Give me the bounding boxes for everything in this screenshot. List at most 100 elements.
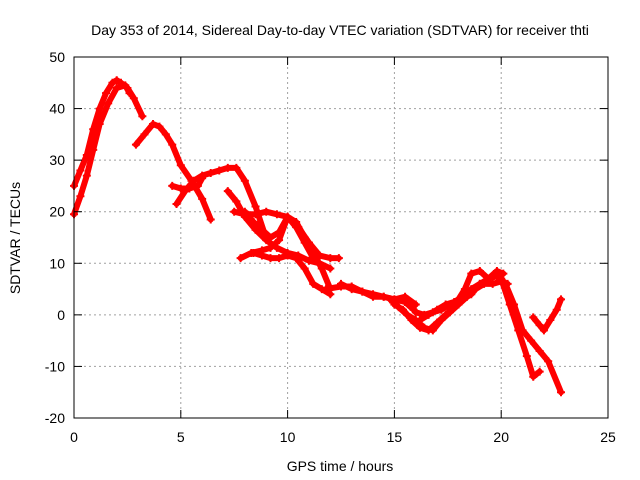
data-point [82, 171, 91, 180]
data-point [257, 225, 266, 234]
data-point [249, 218, 258, 227]
x-tick-label: 10 [280, 429, 296, 445]
data-point [304, 256, 313, 265]
data-point [272, 210, 281, 219]
series-track [132, 121, 214, 223]
data-point [283, 212, 292, 221]
series-track [250, 249, 334, 298]
data-point [300, 238, 309, 247]
data-point [424, 326, 433, 335]
data-point [104, 99, 113, 108]
data-point [149, 120, 158, 129]
data-point [198, 171, 207, 180]
data-point [535, 346, 544, 355]
data-point [411, 300, 420, 309]
data-point [232, 163, 241, 172]
data-point [475, 279, 484, 288]
data-point [433, 305, 442, 314]
data-point [181, 187, 190, 196]
data-point [347, 285, 356, 294]
x-tick-label: 20 [493, 429, 509, 445]
series-arc-5 [172, 163, 269, 237]
data-point [206, 169, 215, 178]
data-point [467, 269, 476, 278]
data-point [529, 372, 538, 381]
data-point [161, 130, 170, 139]
data-point [467, 285, 476, 294]
data-point [251, 210, 260, 219]
data-point [358, 287, 367, 296]
data-point [266, 233, 275, 242]
data-point [317, 264, 326, 273]
data-point [140, 130, 149, 139]
y-tick-label: 50 [49, 49, 65, 65]
data-point [441, 310, 450, 319]
y-tick-label: 30 [49, 152, 65, 168]
chart-title: Day 353 of 2014, Sidereal Day-to-day VTE… [91, 22, 589, 38]
data-point [240, 207, 249, 216]
data-point [76, 192, 85, 201]
data-point [492, 269, 501, 278]
data-point [129, 94, 138, 103]
plot-frame [73, 56, 609, 419]
data-point [223, 163, 232, 172]
data-point [266, 243, 275, 252]
data-point [95, 120, 104, 129]
data-point [337, 279, 345, 288]
y-tick-label: 0 [57, 307, 65, 323]
data-point [535, 321, 544, 330]
data-point [249, 248, 258, 257]
data-point [251, 202, 260, 211]
data-point [557, 295, 566, 304]
data-point [76, 166, 85, 175]
data-point [527, 336, 536, 345]
x-tick-label: 25 [600, 429, 616, 445]
data-point [198, 194, 207, 203]
data-point [557, 388, 566, 397]
data-point [240, 176, 249, 185]
data-point [433, 318, 442, 327]
data-point [529, 313, 538, 322]
y-axis-label: SDTVAR / TECUs [7, 182, 23, 294]
data-point [172, 199, 181, 208]
data-point [322, 285, 331, 294]
series-arc-9 [240, 207, 318, 263]
series-arc-3 [131, 120, 215, 224]
data-point [309, 254, 318, 263]
y-tick-label: 40 [49, 101, 65, 117]
data-point [401, 292, 410, 301]
data-point [522, 352, 531, 361]
data-point [326, 264, 335, 273]
data-point [411, 308, 420, 317]
data-point [535, 367, 544, 376]
data-point [168, 140, 177, 149]
data-point [544, 357, 553, 366]
data-point [102, 89, 111, 98]
data-point [484, 274, 493, 283]
data-point [309, 279, 318, 288]
series-arc-18 [497, 274, 544, 381]
series-arc-2 [70, 81, 134, 219]
y-tick-label: 20 [49, 204, 65, 220]
data-point [488, 279, 497, 288]
x-tick-label: 15 [387, 429, 403, 445]
data-point [386, 295, 395, 304]
data-point [168, 181, 177, 190]
data-point [89, 145, 98, 154]
data-point [416, 323, 425, 332]
series-layer [70, 76, 566, 397]
data-point [131, 140, 140, 149]
data-point [275, 228, 284, 237]
y-tick-label: 10 [49, 255, 65, 271]
data-point [257, 251, 266, 260]
data-point [155, 122, 164, 131]
axis-ticks: 0 5 10 15 20 25 -20 -10 0 10 20 30 40 50 [45, 49, 616, 445]
data-point [458, 292, 467, 301]
data-point [407, 316, 416, 325]
x-tick-label: 5 [177, 429, 185, 445]
data-point [108, 78, 117, 87]
data-point [112, 83, 121, 92]
data-point [138, 112, 147, 121]
data-point [266, 254, 275, 263]
